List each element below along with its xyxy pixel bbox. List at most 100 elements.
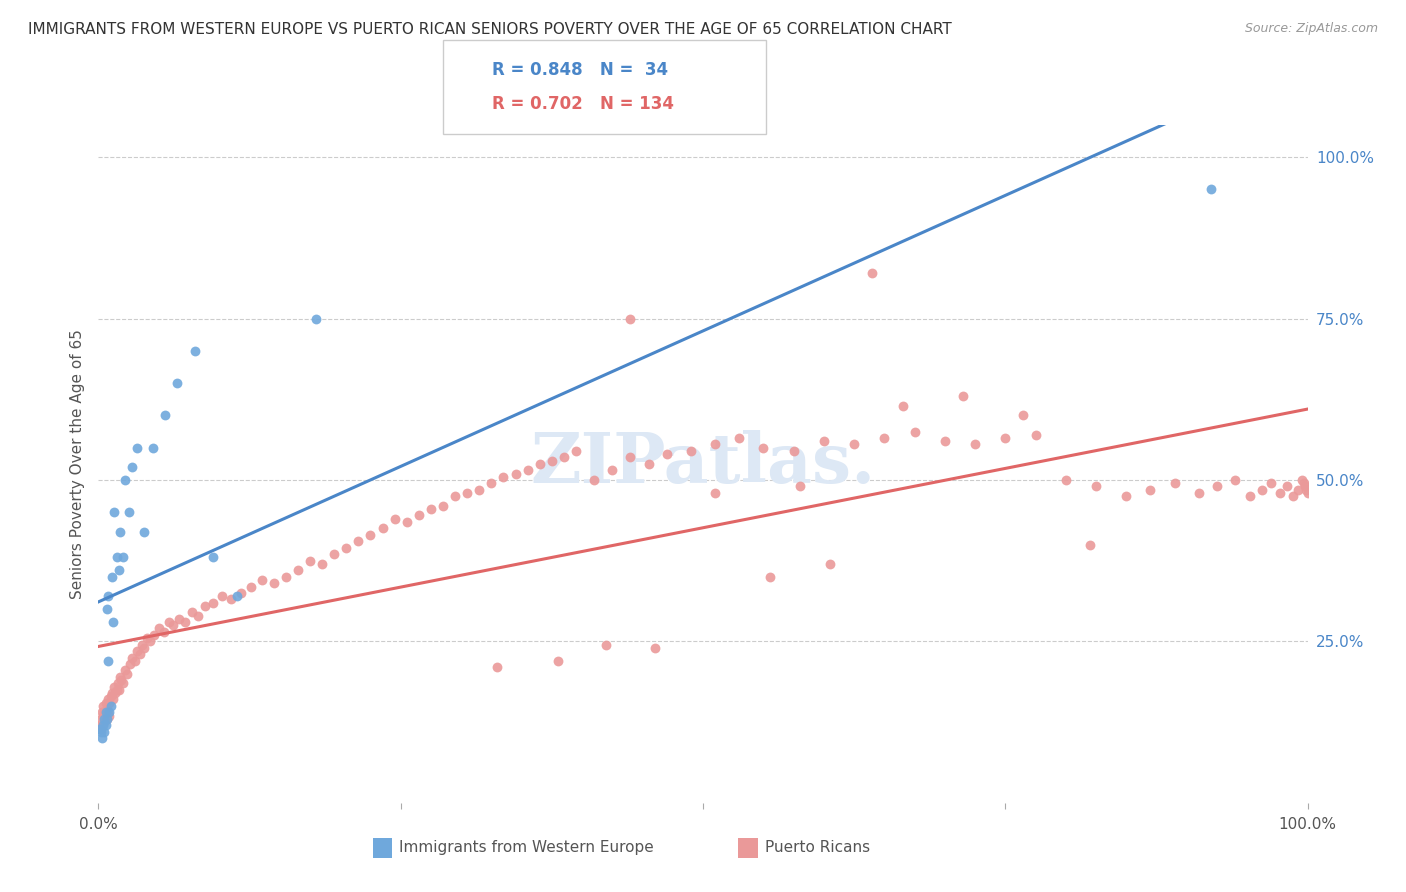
Point <box>505 467 527 481</box>
Point <box>104 686 127 700</box>
Point <box>96 712 118 726</box>
Point <box>311 557 333 571</box>
Point <box>934 434 956 449</box>
Point <box>139 634 162 648</box>
Point <box>118 657 141 671</box>
Point <box>637 457 659 471</box>
Y-axis label: Seniors Poverty Over the Age of 65: Seniors Poverty Over the Age of 65 <box>69 329 84 599</box>
Point <box>105 682 128 697</box>
Point <box>135 631 157 645</box>
Point <box>96 702 118 716</box>
Point <box>96 602 118 616</box>
Point <box>384 512 406 526</box>
Point <box>1199 182 1222 196</box>
Point <box>655 447 678 461</box>
Point <box>1223 473 1246 487</box>
Point <box>121 460 143 475</box>
Point <box>619 311 641 326</box>
Point <box>486 660 509 674</box>
Point <box>481 476 503 491</box>
Point <box>818 557 841 571</box>
Point <box>1291 473 1313 487</box>
Point <box>108 670 131 684</box>
Point <box>157 615 180 629</box>
Point <box>103 505 125 519</box>
Point <box>583 473 606 487</box>
Point <box>91 706 114 720</box>
Point <box>529 457 551 471</box>
Point <box>1292 476 1315 491</box>
Point <box>1250 483 1272 497</box>
Point <box>108 682 131 697</box>
Point <box>127 644 149 658</box>
Point <box>94 718 117 732</box>
Point <box>595 638 617 652</box>
Point <box>323 547 346 561</box>
Point <box>114 664 136 678</box>
Point <box>1206 479 1229 493</box>
Point <box>408 508 430 523</box>
Point <box>184 343 207 358</box>
Point <box>335 541 357 555</box>
Point <box>468 483 491 497</box>
Point <box>90 722 112 736</box>
Point <box>994 431 1017 445</box>
Point <box>1294 479 1316 493</box>
Point <box>395 515 418 529</box>
Point <box>547 654 569 668</box>
Point <box>360 528 382 542</box>
Point <box>553 450 575 465</box>
Point <box>1085 479 1108 493</box>
Point <box>299 554 322 568</box>
Point <box>96 712 118 726</box>
Point <box>94 706 117 720</box>
Point <box>789 479 811 493</box>
Point <box>91 698 114 713</box>
Text: R = 0.702   N = 134: R = 0.702 N = 134 <box>492 95 673 113</box>
Point <box>1296 486 1319 500</box>
Point <box>1260 476 1282 491</box>
Point <box>516 463 538 477</box>
Point <box>904 425 927 439</box>
Point <box>492 469 515 483</box>
Point <box>97 706 120 720</box>
Point <box>263 576 285 591</box>
Point <box>229 586 252 600</box>
Point <box>226 589 249 603</box>
Point <box>619 450 641 465</box>
Point <box>1282 489 1305 503</box>
Point <box>108 563 131 577</box>
Point <box>432 499 454 513</box>
Point <box>211 589 233 603</box>
Point <box>420 502 443 516</box>
Point <box>128 648 150 662</box>
Point <box>89 718 111 732</box>
Point <box>98 696 121 710</box>
Point <box>118 505 141 519</box>
Point <box>274 570 297 584</box>
Point <box>93 724 115 739</box>
Point <box>152 624 174 639</box>
Point <box>100 686 122 700</box>
Point <box>305 311 328 326</box>
Point <box>100 570 122 584</box>
Point <box>644 640 666 655</box>
Text: Source: ZipAtlas.com: Source: ZipAtlas.com <box>1244 22 1378 36</box>
Point <box>142 441 165 455</box>
Point <box>114 473 136 487</box>
Point <box>952 389 974 403</box>
Point <box>187 608 209 623</box>
Point <box>202 596 225 610</box>
Point <box>101 692 124 706</box>
Point <box>704 486 727 500</box>
Point <box>94 696 117 710</box>
Point <box>103 680 125 694</box>
Point <box>117 666 139 681</box>
Point <box>143 628 166 642</box>
Point <box>89 722 111 736</box>
Point <box>965 437 987 451</box>
Point <box>91 731 114 746</box>
Point <box>90 724 112 739</box>
Point <box>221 592 243 607</box>
Point <box>813 434 835 449</box>
